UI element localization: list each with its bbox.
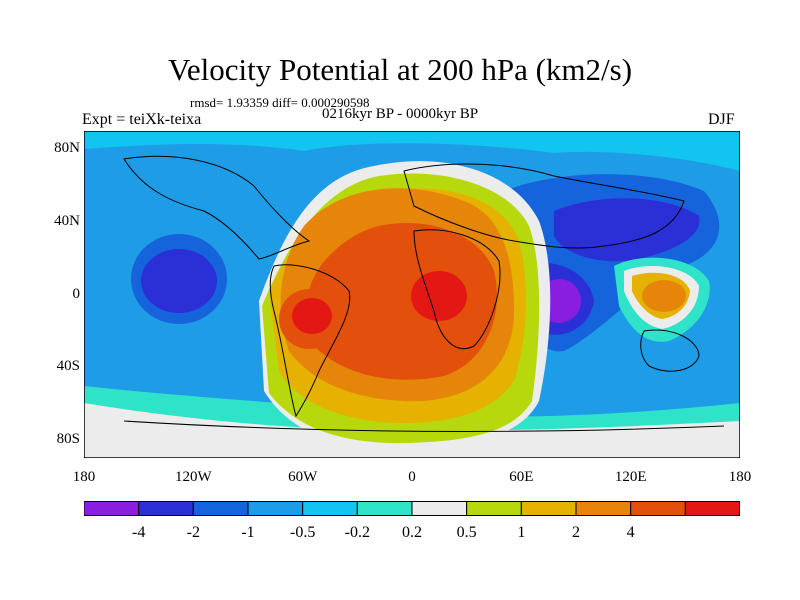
colorbar-label: -0.5 xyxy=(289,524,316,541)
lat-tick-label: 40S xyxy=(56,358,80,375)
colorbar-swatch xyxy=(356,501,413,516)
colorbar-label: 1 xyxy=(517,524,526,541)
colorbar-label: -4 xyxy=(131,524,146,541)
lat-tick-label: 80S xyxy=(56,430,80,447)
colorbar-label: 0.5 xyxy=(456,524,477,541)
colorbar-swatch xyxy=(411,501,468,516)
stats-label: rmsd= 1.93359 diff= 0.000290598 xyxy=(190,95,370,110)
colorbar-swatch xyxy=(684,501,740,516)
lon-tick-label: 180 xyxy=(72,469,96,485)
colorbar-swatch xyxy=(302,501,358,516)
period-label: 0216kyr BP - 0000kyr BP xyxy=(322,106,479,122)
colorbar-swatch xyxy=(192,501,249,516)
colorbar-swatch xyxy=(84,501,140,516)
colorbar-swatch xyxy=(138,501,194,516)
colorbar-label: -0.2 xyxy=(344,524,370,541)
lon-tick-label: 120E xyxy=(614,469,647,485)
lat-tick-label: 40N xyxy=(54,212,80,229)
lon-tick-label: 60W xyxy=(288,469,318,485)
map-panel xyxy=(84,131,740,458)
colorbar-swatch xyxy=(520,501,577,516)
lon-tick-label: 180 xyxy=(728,469,752,485)
map-title: Velocity Potential at 200 hPa (km2/s) xyxy=(167,52,633,87)
colorbar-label: 4 xyxy=(626,524,635,541)
velocity-potential-field xyxy=(84,131,740,458)
lat-tick-label: 80N xyxy=(54,140,80,157)
continent-outlines xyxy=(123,155,725,432)
season-label: DJF xyxy=(708,111,735,128)
colorbar xyxy=(84,501,740,516)
colorbar-label: -1 xyxy=(241,524,255,541)
colorbar-swatch xyxy=(247,501,304,516)
lon-tick-label: 60E xyxy=(509,469,534,485)
colorbar-label: 0.2 xyxy=(402,524,422,541)
colorbar-label: -2 xyxy=(186,524,200,541)
lon-tick-label: 0 xyxy=(408,469,416,485)
colorbar-label: 2 xyxy=(572,524,580,541)
colorbar-swatch xyxy=(630,501,686,516)
lat-tick-label: 0 xyxy=(72,285,81,302)
colorbar-swatch xyxy=(575,501,632,516)
colorbar-swatch xyxy=(466,501,522,516)
experiment-label: Expt = teiXk-teixa xyxy=(82,111,202,128)
lon-tick-label: 120W xyxy=(174,469,212,485)
